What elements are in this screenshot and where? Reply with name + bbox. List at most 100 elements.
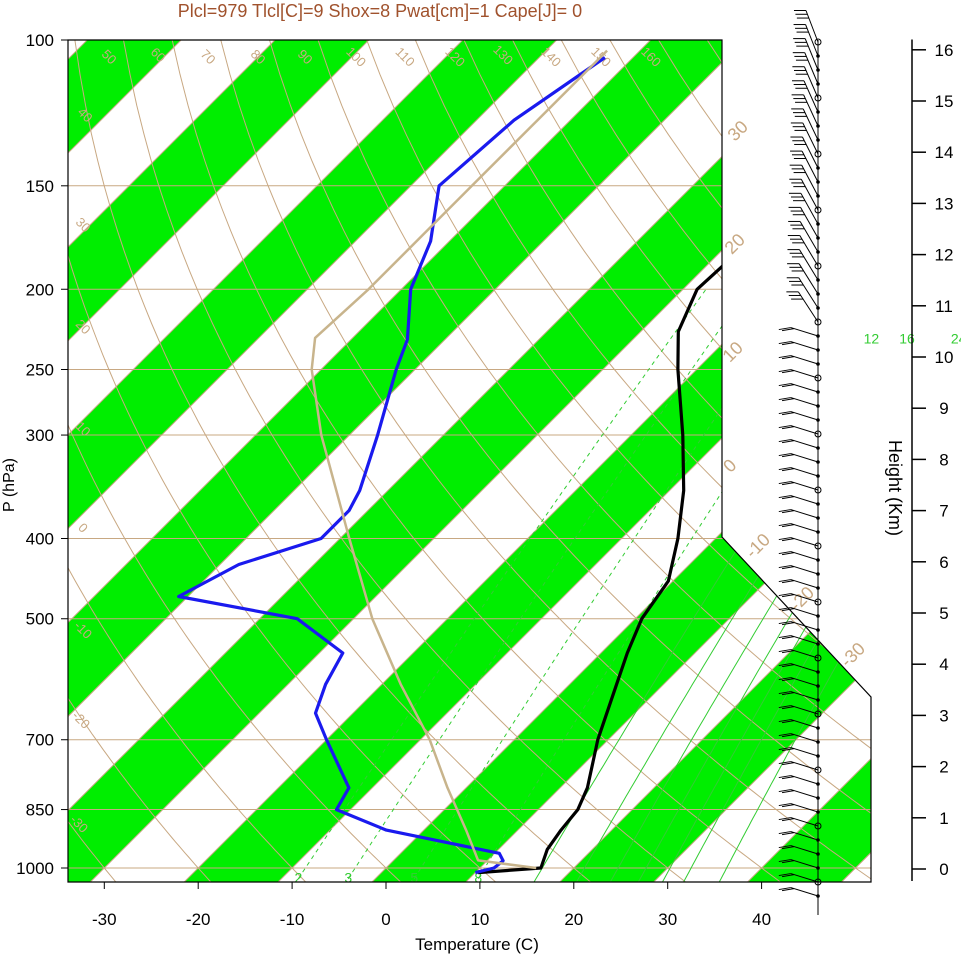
wind-level-marker [814, 262, 822, 270]
wind-barb-feather [778, 845, 791, 849]
temperature-band [68, 40, 450, 882]
wind-level-dot [816, 460, 820, 464]
wind-barb-feather [778, 859, 791, 863]
wind-level-dot [816, 306, 820, 310]
temperature-band [368, 40, 871, 882]
wind-level-dot [816, 502, 820, 506]
wind-barb-feather [781, 664, 795, 668]
wind-level-dot [816, 292, 820, 296]
temperature-band [68, 40, 825, 882]
wind-barb-feather [781, 706, 795, 710]
height-tick-label: 4 [939, 655, 948, 674]
isotherm-line [555, 40, 871, 882]
x-axis-label: Temperature (C) [415, 935, 539, 954]
height-tick-label: 5 [939, 604, 948, 623]
wind-barb-staff [790, 523, 819, 533]
pressure-tick-label: 700 [26, 731, 54, 750]
wind-barb [778, 383, 820, 394]
wind-barb-feather [778, 663, 791, 667]
wind-level-dot [816, 684, 820, 688]
wind-level-dot [816, 894, 820, 898]
pressure-axis: 100 150 200 250 300 400 500 700 850 1000 [16, 31, 69, 878]
wind-barb [778, 649, 822, 662]
isotherm-line [462, 40, 871, 882]
mixing-ratio-line [473, 289, 857, 882]
wind-barb [778, 621, 820, 632]
height-tick-label: 16 [935, 41, 954, 60]
isotherm-line [68, 40, 826, 882]
isotherm-line [180, 40, 871, 882]
wind-barb-feather [778, 887, 791, 891]
wind-level-dot [816, 404, 820, 408]
wind-level-dot [816, 222, 820, 226]
wind-barb-feather [781, 538, 795, 542]
wind-barb-feather [778, 509, 791, 513]
wind-barb-feather [781, 818, 795, 822]
wind-barb-staff [790, 509, 819, 519]
wind-barb [788, 192, 820, 226]
x-axis: -30 -20 -10 0 10 20 30 40 [92, 881, 771, 929]
wind-barb-feather [778, 425, 791, 429]
wind-barb-feather [778, 453, 791, 457]
wind-barb-staff [790, 649, 819, 659]
wind-level-marker [814, 94, 822, 102]
height-tick-label: 1 [939, 809, 948, 828]
wind-level-dot [816, 782, 820, 786]
wind-barb-feather [781, 720, 795, 724]
wind-level-dot [816, 754, 820, 758]
dry-adiabat-line [220, 40, 871, 882]
height-tick-label: 10 [935, 348, 954, 367]
dry-adiabat-line [74, 40, 596, 882]
mixing-ratio-label: 3 [344, 870, 352, 886]
wind-level-dot [816, 474, 820, 478]
wind-barb-feather [778, 397, 791, 401]
wind-barb-feather [781, 622, 795, 626]
wind-barb-staff [790, 887, 819, 897]
mixing-ratio-line [660, 289, 871, 882]
wind-barb-feather [781, 524, 795, 528]
wind-barb [778, 789, 820, 800]
wind-barb-feather [781, 356, 795, 360]
wind-barb-staff [790, 425, 819, 435]
isotherm-label: 20 [721, 230, 749, 258]
height-tick-label: 3 [939, 706, 948, 725]
height-tick-label: 12 [935, 246, 954, 265]
dry-adiabat-line [269, 40, 871, 882]
wind-barb [790, 122, 822, 158]
dry-adiabat-line [414, 40, 871, 882]
wind-barb-feather [778, 327, 791, 331]
wind-barb-staff [790, 327, 819, 337]
wind-barb-staff [790, 397, 819, 407]
wind-level-dot [816, 236, 820, 240]
wind-barb-staff [790, 677, 819, 687]
dry-adiabat-line [68, 40, 120, 882]
wind-barb-staff [790, 439, 819, 449]
wind-barb-feather [781, 580, 795, 584]
x-tick-label: -10 [280, 910, 305, 929]
wind-barb [793, 9, 822, 46]
isotherm-line [68, 40, 732, 882]
wind-barb-feather [778, 691, 791, 695]
wind-level-dot [816, 418, 820, 422]
wind-barb [778, 691, 820, 702]
wind-barb-staff [790, 761, 819, 771]
x-tick-label: 0 [381, 910, 390, 929]
wind-level-dot [816, 628, 820, 632]
wind-barb-staff [790, 691, 819, 701]
wind-barb-feather [781, 692, 795, 696]
wind-barb-feather [778, 467, 791, 471]
wind-level-marker [814, 38, 822, 46]
wind-barb [778, 845, 820, 856]
wind-barb [778, 747, 820, 758]
wind-level-dot [816, 124, 820, 128]
wind-barb [789, 178, 822, 214]
wind-barb [778, 831, 820, 842]
dry-adiabat-line [755, 40, 871, 882]
dry-adiabat-label: 110 [393, 44, 418, 69]
wind-barb-staff [790, 565, 819, 575]
mixing-ratio-label: 24 [951, 331, 961, 347]
wind-barb-feather [781, 860, 795, 864]
wind-barb-feather [781, 370, 795, 374]
wind-barb-feather [778, 565, 791, 569]
dry-adiabat-line [123, 40, 691, 882]
